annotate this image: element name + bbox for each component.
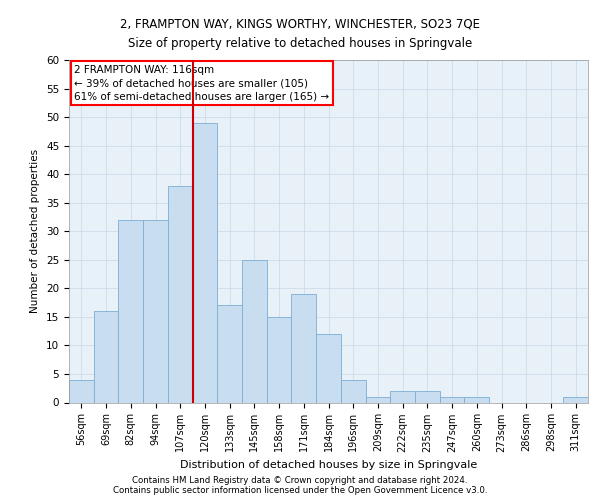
Text: 2 FRAMPTON WAY: 116sqm
← 39% of detached houses are smaller (105)
61% of semi-de: 2 FRAMPTON WAY: 116sqm ← 39% of detached… xyxy=(74,65,329,102)
Bar xyxy=(365,397,390,402)
Bar xyxy=(217,306,242,402)
Bar xyxy=(118,220,143,402)
Bar xyxy=(292,294,316,403)
Text: Contains HM Land Registry data © Crown copyright and database right 2024.: Contains HM Land Registry data © Crown c… xyxy=(132,476,468,485)
Bar xyxy=(440,397,464,402)
Bar xyxy=(464,397,489,402)
Bar xyxy=(143,220,168,402)
Text: Size of property relative to detached houses in Springvale: Size of property relative to detached ho… xyxy=(128,38,472,51)
Bar xyxy=(69,380,94,402)
Bar xyxy=(316,334,341,402)
X-axis label: Distribution of detached houses by size in Springvale: Distribution of detached houses by size … xyxy=(180,460,477,470)
Bar xyxy=(563,397,588,402)
Bar xyxy=(341,380,365,402)
Bar xyxy=(193,123,217,402)
Bar xyxy=(168,186,193,402)
Bar xyxy=(267,317,292,402)
Y-axis label: Number of detached properties: Number of detached properties xyxy=(31,149,40,314)
Bar xyxy=(390,391,415,402)
Bar xyxy=(242,260,267,402)
Bar xyxy=(94,311,118,402)
Bar xyxy=(415,391,440,402)
Text: Contains public sector information licensed under the Open Government Licence v3: Contains public sector information licen… xyxy=(113,486,487,495)
Text: 2, FRAMPTON WAY, KINGS WORTHY, WINCHESTER, SO23 7QE: 2, FRAMPTON WAY, KINGS WORTHY, WINCHESTE… xyxy=(120,18,480,30)
